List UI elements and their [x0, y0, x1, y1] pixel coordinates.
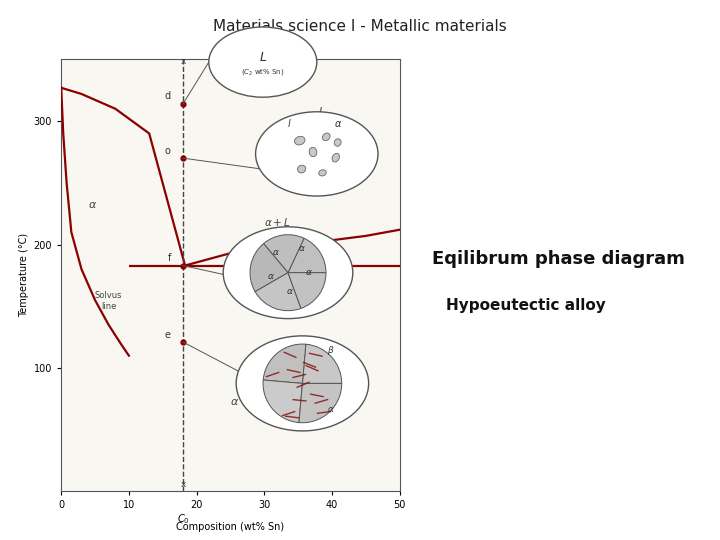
Wedge shape [288, 273, 326, 308]
Ellipse shape [319, 170, 326, 176]
Text: $\beta$: $\beta$ [327, 343, 335, 356]
Ellipse shape [332, 153, 340, 162]
Text: $\alpha$: $\alpha$ [334, 119, 342, 129]
Text: o: o [165, 146, 171, 156]
Text: Solvus
line: Solvus line [95, 291, 122, 310]
Text: f: f [168, 253, 171, 263]
Text: $\alpha$: $\alpha$ [327, 406, 335, 415]
Wedge shape [299, 383, 342, 423]
Text: $\alpha$: $\alpha$ [305, 268, 313, 277]
Text: L: L [318, 107, 325, 117]
Text: $-C_2$ wt% Sn: $-C_2$ wt% Sn [224, 268, 276, 280]
Text: $(C_2$ wt% Sn): $(C_2$ wt% Sn) [241, 66, 284, 77]
Text: x: x [180, 57, 186, 65]
Text: Eqilibrum phase diagram: Eqilibrum phase diagram [432, 250, 685, 268]
Wedge shape [264, 344, 306, 383]
Ellipse shape [294, 136, 305, 145]
Y-axis label: Temperature (°C): Temperature (°C) [19, 233, 30, 318]
Text: $\alpha$ - $\beta$: $\alpha$ - $\beta$ [230, 395, 258, 409]
Wedge shape [250, 244, 288, 292]
Text: e: e [165, 329, 171, 340]
Text: $\alpha$: $\alpha$ [298, 244, 306, 253]
Text: x: x [180, 480, 186, 489]
Ellipse shape [309, 147, 317, 157]
Text: $\alpha$: $\alpha$ [89, 199, 97, 210]
Text: L: L [259, 51, 266, 64]
Text: Hypoeutectic alloy: Hypoeutectic alloy [446, 298, 606, 313]
Wedge shape [263, 380, 302, 423]
Ellipse shape [323, 133, 330, 140]
Text: Composition (wt% Sn): Composition (wt% Sn) [176, 522, 284, 532]
Text: Materials science I - Metallic materials: Materials science I - Metallic materials [213, 19, 507, 34]
Text: $C_0$: $C_0$ [176, 512, 189, 526]
Wedge shape [264, 235, 304, 273]
Wedge shape [255, 273, 301, 310]
Wedge shape [302, 344, 342, 383]
Text: $\alpha$: $\alpha$ [267, 272, 275, 281]
Text: d: d [165, 91, 171, 102]
Ellipse shape [297, 165, 306, 173]
Text: $\alpha + L$: $\alpha + L$ [264, 216, 291, 228]
Text: $\alpha$: $\alpha$ [272, 248, 280, 258]
Ellipse shape [334, 139, 341, 146]
Text: l: l [287, 119, 290, 129]
Text: $\alpha$: $\alpha$ [286, 287, 294, 296]
Wedge shape [288, 238, 326, 273]
